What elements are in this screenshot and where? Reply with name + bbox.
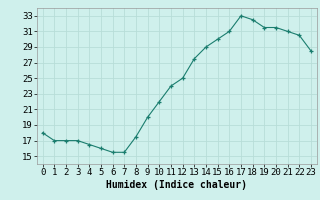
X-axis label: Humidex (Indice chaleur): Humidex (Indice chaleur) [106,180,247,190]
